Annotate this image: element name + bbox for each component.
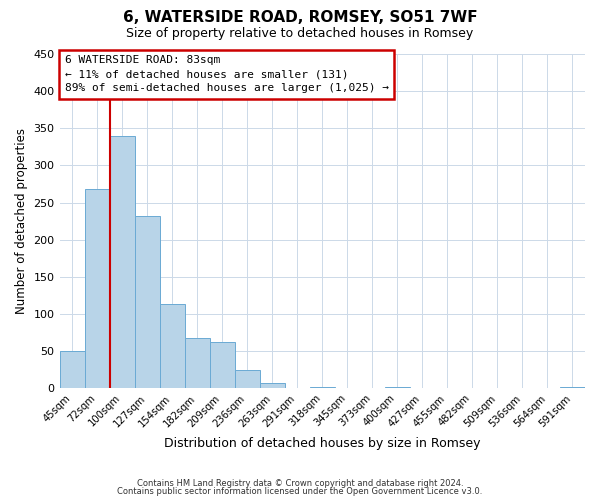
Bar: [260, 383, 285, 388]
Text: 6 WATERSIDE ROAD: 83sqm
← 11% of detached houses are smaller (131)
89% of semi-d: 6 WATERSIDE ROAD: 83sqm ← 11% of detache…: [65, 56, 389, 94]
Bar: [160, 304, 185, 388]
Bar: [185, 338, 209, 388]
Text: 6, WATERSIDE ROAD, ROMSEY, SO51 7WF: 6, WATERSIDE ROAD, ROMSEY, SO51 7WF: [122, 10, 478, 25]
Text: Contains HM Land Registry data © Crown copyright and database right 2024.: Contains HM Land Registry data © Crown c…: [137, 478, 463, 488]
Bar: [59, 351, 85, 388]
Bar: [560, 386, 585, 388]
X-axis label: Distribution of detached houses by size in Romsey: Distribution of detached houses by size …: [164, 437, 481, 450]
Y-axis label: Number of detached properties: Number of detached properties: [15, 128, 28, 314]
Bar: [134, 216, 160, 388]
Text: Size of property relative to detached houses in Romsey: Size of property relative to detached ho…: [127, 28, 473, 40]
Bar: [235, 370, 260, 388]
Text: Contains public sector information licensed under the Open Government Licence v3: Contains public sector information licen…: [118, 487, 482, 496]
Bar: [209, 342, 235, 388]
Bar: [85, 189, 110, 388]
Bar: [110, 136, 134, 388]
